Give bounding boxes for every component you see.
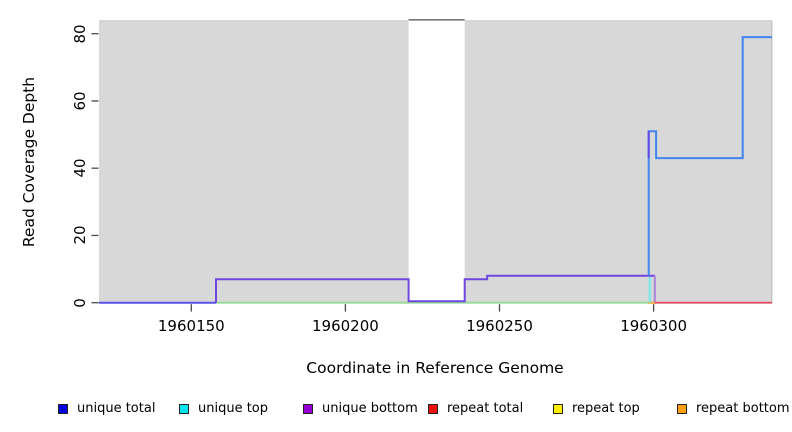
legend-label: repeat total — [447, 401, 524, 416]
x-tick-label: 1960150 — [157, 317, 225, 335]
legend-swatch-icon — [58, 404, 68, 414]
legend-label: unique bottom — [322, 401, 418, 416]
gap-band — [408, 19, 465, 304]
legend-swatch-icon — [553, 404, 563, 414]
legend-label: repeat bottom — [696, 401, 790, 416]
x-tick-label: 1960200 — [311, 317, 379, 335]
legend-swatch-icon — [428, 404, 438, 414]
y-tick-label: 0 — [71, 297, 89, 308]
legend-swatch-icon — [303, 404, 313, 414]
x-tick-label: 1960250 — [466, 317, 533, 335]
legend-label: unique total — [77, 401, 156, 416]
y-tick-label: 60 — [71, 91, 89, 111]
y-tick-label: 80 — [71, 24, 89, 44]
x-tick-label: 1960300 — [620, 317, 687, 335]
legend-label: unique top — [198, 401, 269, 416]
y-axis-title: Read Coverage Depth — [20, 76, 38, 248]
legend-label: repeat top — [572, 401, 640, 416]
x-axis-title: Coordinate in Reference Genome — [306, 359, 564, 377]
y-tick-label: 20 — [71, 225, 89, 245]
series-unique-bottom — [215, 274, 655, 303]
legend-swatch-icon — [179, 404, 189, 414]
y-tick-label: 40 — [71, 158, 89, 178]
legend-swatch-icon — [677, 404, 687, 414]
